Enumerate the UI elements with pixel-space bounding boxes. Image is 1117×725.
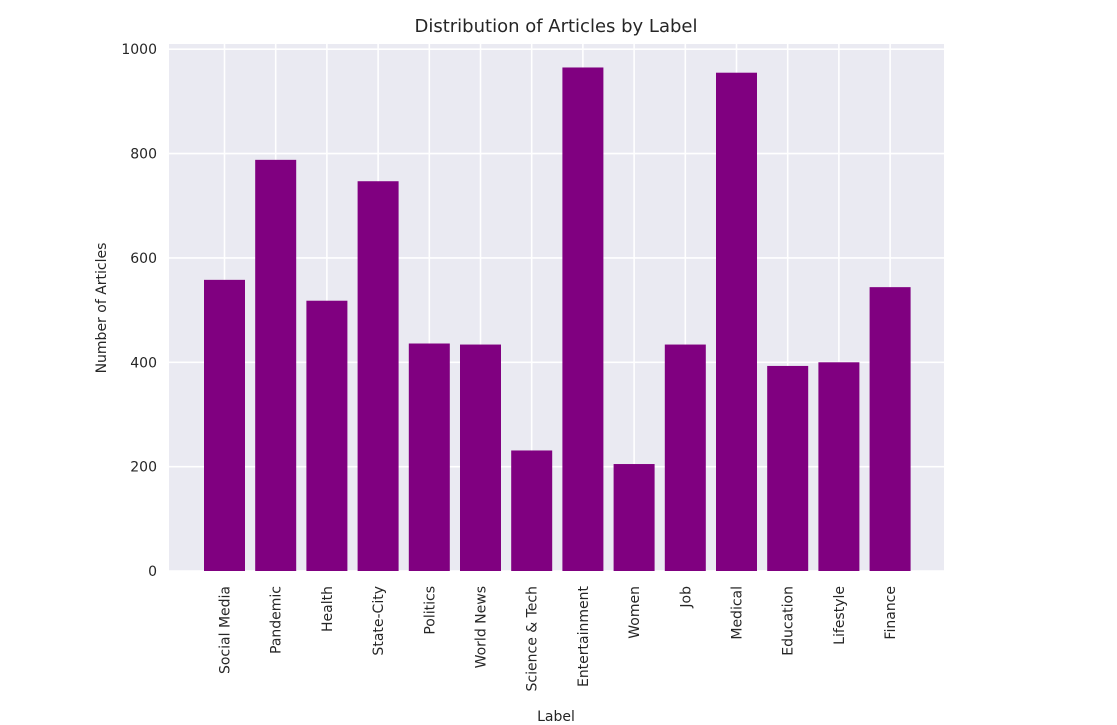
x-tick-label: Finance (883, 586, 899, 640)
bar (408, 343, 450, 571)
bar (511, 450, 553, 571)
x-axis-ticks: Social Media Pandemic Health State-City Poli… (218, 585, 900, 691)
bars (204, 67, 911, 572)
bar (562, 67, 604, 572)
bar (818, 362, 860, 571)
chart-title: Distribution of Articles by Label (414, 16, 697, 37)
x-tick-label: Job (678, 586, 694, 609)
x-tick-label: Entertainment (576, 585, 592, 687)
bar (664, 344, 706, 571)
y-tick-label: 400 (130, 355, 157, 371)
x-tick-label: Lifestyle (832, 586, 848, 645)
x-tick-label: Health (320, 586, 336, 632)
y-axis-ticks: 0 200 400 600 800 1000 (121, 42, 157, 580)
bar (204, 279, 245, 571)
bar (357, 181, 399, 572)
bar (306, 300, 348, 571)
x-tick-label: Science & Tech (525, 586, 541, 691)
y-tick-label: 200 (130, 460, 157, 476)
x-axis-label: Label (537, 709, 575, 725)
y-tick-label: 800 (130, 147, 157, 163)
y-axis-label: Number of Articles (94, 243, 110, 374)
y-tick-label: 600 (130, 251, 157, 267)
bar (716, 72, 757, 571)
bar (869, 287, 911, 571)
x-tick-label: Education (781, 586, 797, 656)
x-tick-label: Politics (422, 586, 438, 635)
bar (613, 464, 655, 571)
x-tick-label: Social Media (218, 586, 234, 674)
plot-area (169, 44, 944, 571)
x-tick-label: State-City (371, 586, 387, 656)
x-tick-label: Pandemic (269, 586, 285, 654)
bar (460, 344, 501, 571)
y-tick-label: 1000 (121, 42, 157, 58)
y-tick-label: 0 (148, 564, 157, 580)
x-tick-label: World News (474, 586, 490, 668)
x-tick-label: Women (627, 586, 643, 639)
bar (255, 159, 297, 572)
bar (767, 365, 809, 571)
x-tick-label: Medical (730, 586, 746, 640)
